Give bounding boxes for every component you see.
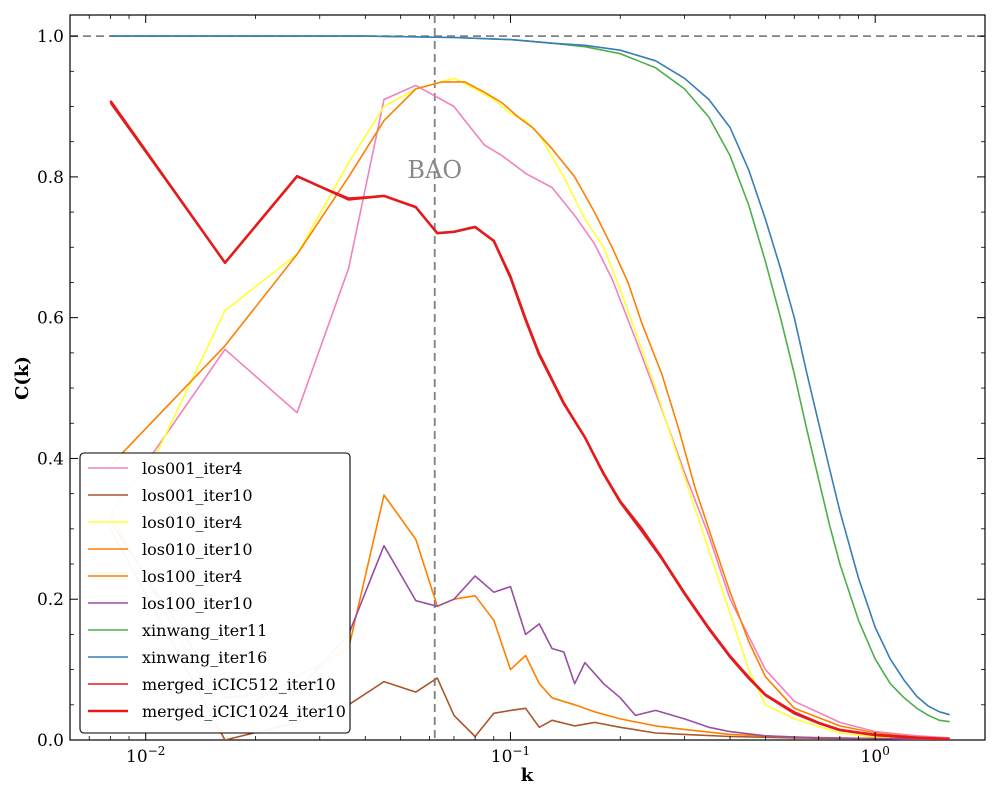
y-tick-label: 0.8 [37, 168, 64, 188]
x-tick-label: 10−1 [491, 744, 530, 767]
plot-frame [69, 14, 986, 741]
series-line-los100_iter10 [109, 521, 950, 740]
legend-box [79, 452, 351, 734]
x-axis-title: k [521, 765, 534, 786]
legend-label: los100_iter10 [142, 594, 253, 613]
legend-label: los001_iter10 [142, 486, 253, 505]
bao-annotation: BAO [407, 156, 462, 184]
legend-label: xinwang_iter11 [142, 621, 267, 640]
y-tick-label: 1.0 [37, 27, 64, 47]
series-line-los010_iter10 [109, 494, 950, 740]
y-tick-label: 0.6 [37, 309, 64, 329]
legend-label: merged_iCIC512_iter10 [142, 675, 336, 694]
reference-lines [70, 15, 985, 740]
legend-label: los010_iter10 [142, 540, 253, 559]
series-line-los010_iter4 [109, 77, 950, 740]
legend-label: los100_iter4 [142, 567, 242, 586]
legend-label: los010_iter4 [142, 513, 242, 532]
y-axis-title: C(k) [12, 356, 33, 400]
series-line-los100_iter4 [109, 81, 950, 740]
series-line-los001_iter10 [109, 528, 950, 740]
legend: los001_iter4 los001_iter10 los010_iter4los… [79, 452, 351, 734]
axis-ticks: 0.0 0.2 0.4 0.6 0.8 1.0 10−2 10−1 100 [37, 15, 986, 767]
series-line-xinwang_iter16 [110, 35, 950, 716]
y-tick-label: 0.2 [37, 590, 64, 610]
x-tick-label: 100 [861, 744, 890, 767]
series-lines [109, 35, 950, 740]
series-line-los001_iter4 [109, 84, 950, 739]
axes-frame [69, 14, 986, 741]
legend-label: merged_iCIC1024_iter10 [142, 702, 346, 721]
legend-label: los001_iter4 [142, 459, 242, 478]
series-line-merged_iCIC1024_iter10 [109, 100, 950, 740]
y-tick-label: 0.4 [37, 449, 64, 469]
x-tick-label: 10−2 [126, 744, 165, 767]
legend-label: xinwang_iter16 [142, 648, 267, 667]
y-tick-label: 0.0 [37, 731, 64, 751]
